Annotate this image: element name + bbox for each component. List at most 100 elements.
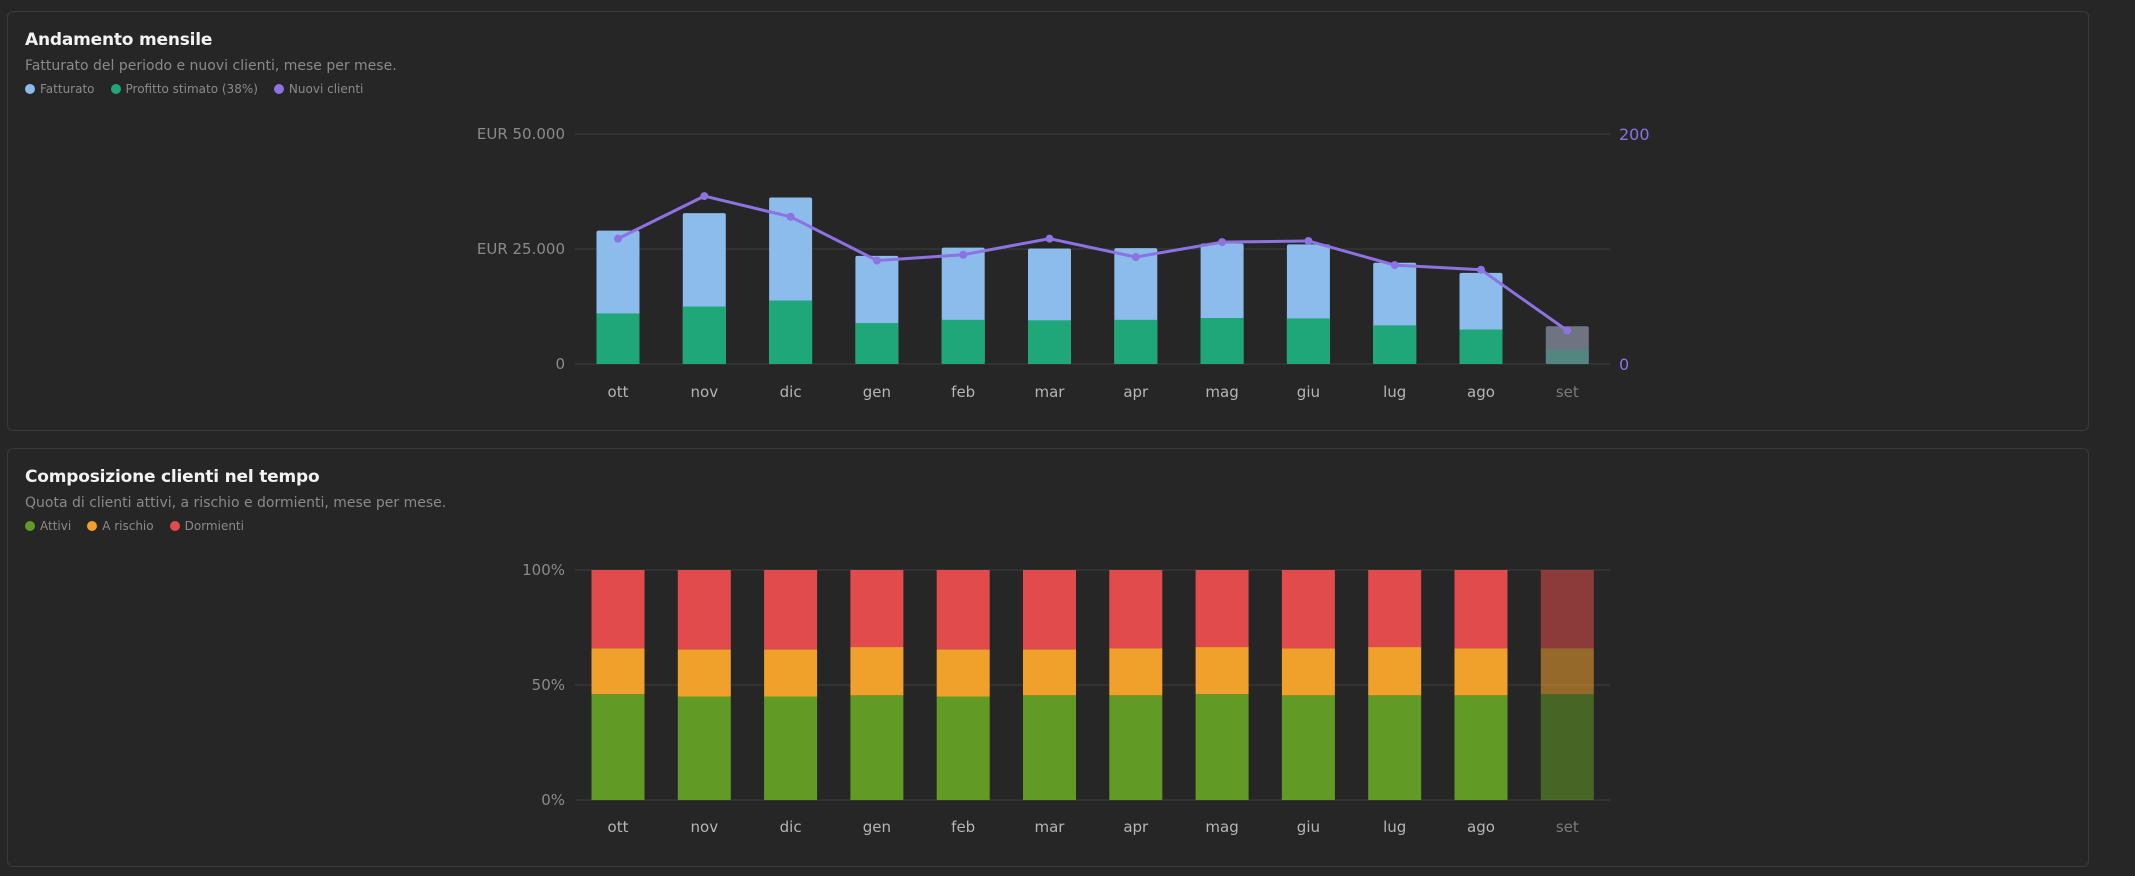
bar-profitto	[1373, 325, 1417, 364]
x-tick-label: apr	[1123, 383, 1149, 401]
legend-item-nuovi-clienti[interactable]: Nuovi clienti	[273, 82, 363, 96]
segment-a-rischio	[936, 649, 990, 697]
x-tick-label: dic	[780, 383, 802, 401]
legend-swatch	[25, 84, 35, 94]
bar-profitto	[1286, 318, 1330, 364]
segment-attivi	[1454, 695, 1508, 800]
segment-a-rischio	[677, 649, 731, 697]
chart-legend: Fatturato Profitto stimato (38%) Nuovi c…	[25, 82, 363, 96]
segment-attivi	[677, 696, 731, 800]
segment-attivi	[764, 696, 818, 800]
segment-a-rischio	[1368, 647, 1422, 696]
bar-profitto	[941, 319, 985, 364]
bar-profitto	[1459, 329, 1503, 364]
bar-profitto	[596, 313, 640, 364]
segment-dormienti	[1368, 570, 1422, 648]
x-tick-label: ott	[608, 383, 629, 401]
x-tick-label: mag	[1205, 818, 1238, 836]
point-nuovi-clienti	[1304, 236, 1313, 245]
segment-dormienti	[1281, 570, 1335, 649]
legend-swatch	[87, 521, 98, 531]
legend-label: Fatturato	[40, 82, 95, 96]
bar-profitto	[1028, 320, 1071, 364]
point-nuovi-clienti	[959, 250, 968, 259]
panel-title: Andamento mensile	[25, 30, 213, 50]
segment-a-rischio	[1023, 649, 1076, 696]
bar-profitto	[1114, 319, 1158, 364]
y2-tick-label: 0	[1619, 355, 1629, 374]
bar-profitto	[682, 306, 726, 364]
x-tick-label: set	[1556, 383, 1579, 401]
segment-a-rischio	[1195, 647, 1249, 695]
x-tick-label: ago	[1467, 818, 1495, 836]
x-tick-label: ott	[608, 818, 629, 836]
x-tick-label: mag	[1205, 383, 1238, 401]
segment-a-rischio	[1109, 648, 1163, 696]
x-tick-label: feb	[951, 818, 975, 836]
x-tick-label: giu	[1297, 818, 1320, 836]
legend-label: Attivi	[40, 519, 72, 533]
legend-item-dormienti[interactable]: Dormienti	[169, 519, 244, 533]
segment-attivi	[936, 696, 990, 800]
segment-dormienti	[1454, 570, 1508, 649]
x-tick-label: nov	[691, 383, 719, 401]
segment-a-rischio	[591, 648, 645, 695]
segment-dormienti	[591, 570, 645, 649]
panel-title: Composizione clienti nel tempo	[25, 467, 320, 487]
point-nuovi-clienti	[614, 234, 622, 243]
legend-item-attivi[interactable]: Attivi	[25, 519, 71, 533]
legend-label: Profitto stimato (38%)	[125, 82, 258, 96]
point-nuovi-clienti	[1390, 261, 1399, 270]
x-tick-label: gen	[863, 818, 891, 836]
y-tick-label: EUR 50.000	[477, 125, 565, 143]
panel-subtitle: Fatturato del periodo e nuovi clienti, m…	[25, 58, 397, 74]
legend-swatch	[273, 84, 284, 94]
y-tick-label: EUR 25.000	[477, 240, 565, 258]
bar-profitto	[769, 300, 813, 364]
segment-dormienti	[936, 570, 990, 650]
legend-item-fatturato[interactable]: Fatturato	[25, 82, 95, 96]
point-nuovi-clienti	[872, 256, 881, 265]
x-tick-label: ago	[1467, 383, 1495, 401]
x-tick-label: giu	[1297, 383, 1320, 401]
point-nuovi-clienti	[1218, 238, 1227, 247]
point-nuovi-clienti	[1563, 326, 1572, 335]
legend-swatch	[169, 521, 180, 531]
legend-item-profitto[interactable]: Profitto stimato (38%)	[110, 82, 258, 96]
segment-dormienti	[1109, 570, 1163, 649]
segment-attivi	[591, 694, 645, 800]
x-tick-label: set	[1556, 818, 1579, 836]
point-nuovi-clienti	[786, 212, 795, 221]
segment-attivi	[850, 695, 904, 800]
x-tick-label: lug	[1383, 383, 1406, 401]
segment-dormienti	[677, 570, 731, 650]
legend-swatch	[110, 84, 121, 94]
x-tick-label: gen	[863, 383, 891, 401]
y2-tick-label: 200	[1619, 125, 1650, 144]
point-nuovi-clienti	[1477, 265, 1485, 274]
segment-dormienti	[1023, 570, 1076, 650]
segment-attivi	[1540, 694, 1594, 800]
segment-a-rischio	[1454, 648, 1508, 696]
x-tick-label: nov	[691, 818, 719, 836]
segment-a-rischio	[764, 649, 818, 697]
y-tick-label: 0%	[541, 791, 565, 809]
segment-attivi	[1023, 695, 1076, 800]
bar-profitto	[1545, 349, 1589, 364]
bar-profitto	[1200, 318, 1244, 364]
legend-item-a-rischio[interactable]: A rischio	[87, 519, 154, 533]
legend-swatch	[25, 521, 35, 531]
segment-a-rischio	[1540, 648, 1594, 695]
segment-attivi	[1109, 695, 1163, 800]
y-tick-label: 100%	[522, 561, 565, 579]
segment-attivi	[1195, 694, 1249, 800]
point-nuovi-clienti	[1045, 234, 1054, 243]
legend-label: Dormienti	[184, 519, 244, 533]
segment-attivi	[1368, 695, 1422, 800]
revenue-chart: EUR 50.000 EUR 25.000 0 200 0 ott nov dic gen feb…	[477, 125, 1650, 401]
bar-fatturato	[1545, 326, 1589, 364]
x-tick-label: apr	[1123, 818, 1149, 836]
x-tick-label: lug	[1383, 818, 1406, 836]
x-tick-label: mar	[1035, 818, 1066, 836]
